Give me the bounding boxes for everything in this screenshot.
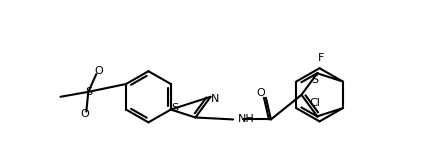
Text: O: O	[94, 66, 102, 76]
Text: N: N	[212, 94, 220, 104]
Text: O: O	[257, 88, 265, 98]
Text: S: S	[171, 103, 178, 113]
Text: F: F	[318, 53, 325, 63]
Text: S: S	[312, 75, 319, 85]
Text: NH: NH	[238, 114, 255, 124]
Text: Cl: Cl	[310, 98, 321, 108]
Text: O: O	[80, 110, 89, 119]
Text: S: S	[85, 87, 92, 97]
